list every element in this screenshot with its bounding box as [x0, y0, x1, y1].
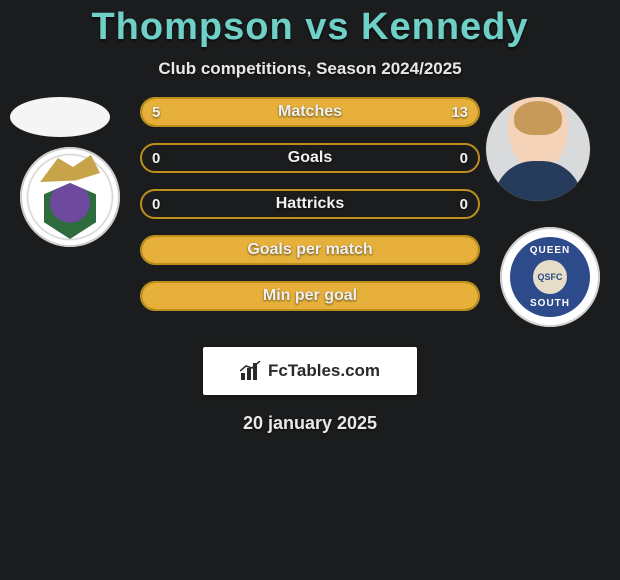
club-right-crest: QUEEN QSFC SOUTH [500, 227, 600, 327]
stat-label: Min per goal [142, 283, 478, 309]
comparison-area: QUEEN QSFC SOUTH 513Matches 00Goals 00Hatt… [0, 97, 620, 347]
stat-bar: 513Matches [140, 97, 480, 127]
stat-label: Hattricks [142, 191, 478, 217]
brand-text: FcTables.com [268, 361, 380, 381]
brand-badge: FcTables.com [203, 347, 417, 395]
date-text: 20 january 2025 [0, 413, 620, 434]
crest-right-bot-text: SOUTH [510, 298, 590, 309]
stat-label: Goals per match [142, 237, 478, 263]
player-right-avatar [486, 97, 590, 201]
stat-bar: Goals per match [140, 235, 480, 265]
page-title: Thompson vs Kennedy [0, 0, 620, 49]
stat-label: Matches [142, 99, 478, 125]
stats-bars: 513Matches 00Goals 00Hattricks Goals per ma… [140, 97, 480, 327]
crest-right-center-text: QSFC [533, 260, 567, 294]
club-left-crest [20, 147, 120, 247]
stat-bar: 00Goals [140, 143, 480, 173]
crest-right-top-text: QUEEN [510, 245, 590, 256]
stat-label: Goals [142, 145, 478, 171]
stat-bar: Min per goal [140, 281, 480, 311]
bar-chart-icon [240, 361, 262, 381]
stat-bar: 00Hattricks [140, 189, 480, 219]
subtitle: Club competitions, Season 2024/2025 [0, 59, 620, 79]
player-left-avatar [10, 97, 110, 137]
